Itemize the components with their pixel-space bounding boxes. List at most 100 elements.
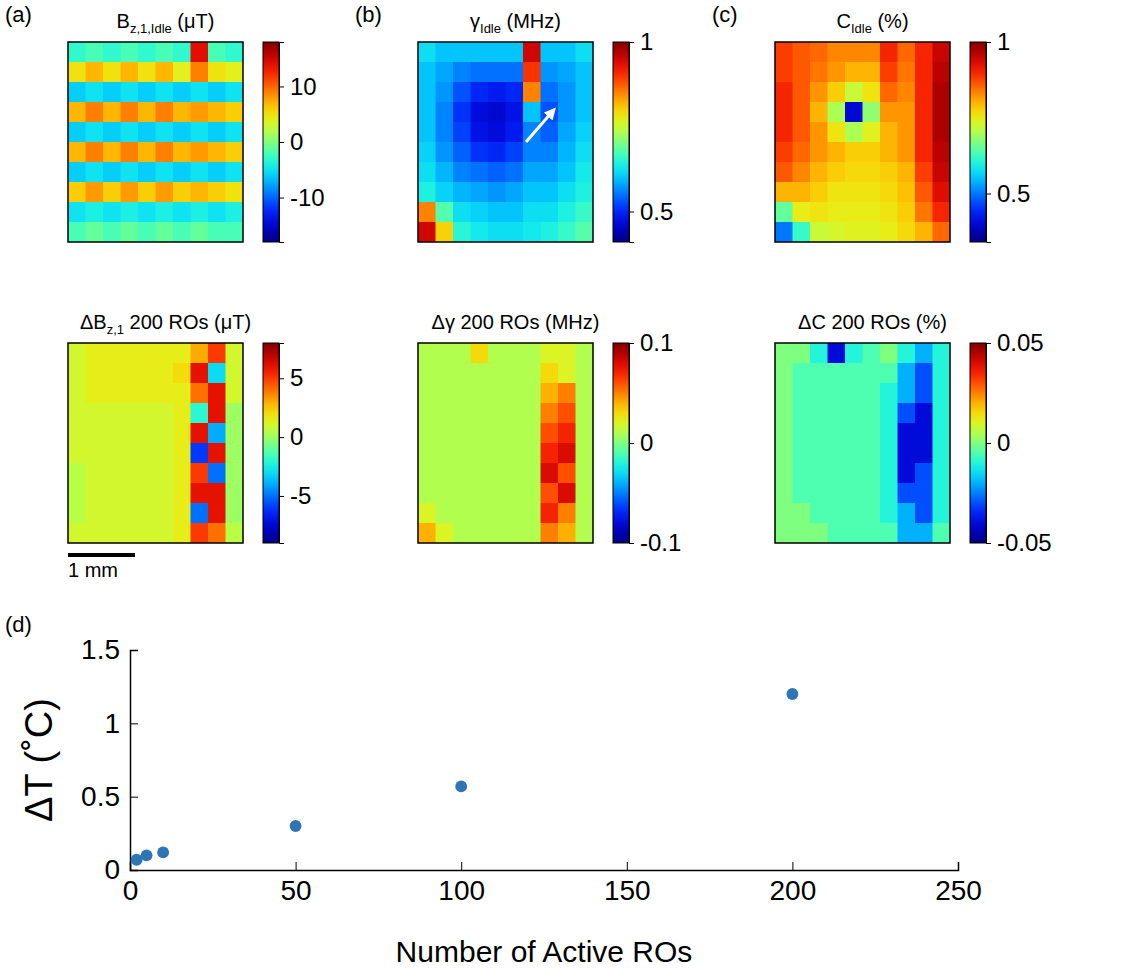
heat-cell	[576, 523, 594, 543]
heat-cell	[191, 483, 209, 504]
heat-cell	[810, 142, 828, 163]
heat-cell	[933, 142, 951, 163]
heat-cell	[208, 463, 226, 484]
x-axis-title: Number of Active ROs	[396, 935, 693, 968]
heat-cell	[471, 483, 489, 504]
heat-cell	[471, 383, 489, 404]
colorbar	[613, 42, 629, 242]
heat-cell	[173, 423, 191, 444]
heat-cell	[103, 463, 121, 484]
heat-cell	[436, 463, 454, 484]
heat-cell	[915, 42, 933, 63]
x-tick-mark	[296, 862, 297, 870]
y-tick: 0.5	[81, 781, 138, 812]
image-frame	[68, 343, 243, 543]
data-point	[786, 688, 798, 700]
heat-cell	[880, 523, 898, 543]
y-axis-line	[131, 651, 139, 871]
heat-cell	[103, 483, 121, 504]
heat-cell	[173, 523, 191, 543]
colorbar-tick-mark	[629, 211, 634, 212]
colorbar-tick-label: 0	[290, 128, 303, 155]
heat-cell	[828, 403, 846, 424]
heat-cell	[523, 182, 541, 203]
heat-cell	[488, 483, 506, 504]
colorbar-tick-mark	[629, 443, 634, 444]
colorbar-tick-label: 0	[997, 429, 1010, 456]
heatmap-panel: -505ΔBz,1 200 ROs (μT)1 mm	[68, 311, 311, 581]
heat-cell	[506, 162, 524, 183]
heat-cell	[86, 62, 104, 83]
title-text: ΔC 200 ROs (%)	[798, 311, 947, 333]
heat-cell	[453, 202, 471, 223]
heat-cell	[436, 62, 454, 83]
heat-cell	[226, 523, 244, 543]
heat-cell	[488, 62, 506, 83]
colorbar-tick: -0.1	[629, 529, 681, 556]
heat-cell	[523, 122, 541, 143]
colorbar-axis-line	[280, 344, 285, 544]
heat-cell	[68, 222, 86, 242]
heatmap-panel: 0.51CIdle (%)(c)	[712, 2, 1030, 243]
heat-cell	[156, 383, 174, 404]
colorbar-axis: -0.0500.05	[986, 329, 1052, 556]
heat-cell	[898, 383, 916, 404]
heat-cell	[86, 222, 104, 242]
heat-cell	[558, 383, 576, 404]
title-text: B	[117, 10, 130, 32]
heat-cell	[226, 82, 244, 103]
heat-cell	[488, 403, 506, 424]
scale-bar	[68, 553, 135, 557]
heat-cell	[86, 423, 104, 444]
colorbar-tick-mark	[279, 496, 284, 497]
heat-cell	[898, 182, 916, 203]
heat-cell	[208, 443, 226, 464]
heat-cell	[226, 42, 244, 63]
heat-cell	[845, 463, 863, 484]
y-tick-mark	[130, 797, 138, 798]
y-axis: 00.511.5	[81, 634, 138, 885]
heat-cell	[121, 343, 139, 364]
heat-cell	[86, 162, 104, 183]
heatmap-panel: -10010Bz,1,Idle (μT)(a)	[5, 2, 325, 243]
heat-cell	[506, 142, 524, 163]
heat-cell	[191, 523, 209, 543]
heat-cell	[898, 202, 916, 223]
heat-cell	[208, 182, 226, 203]
heat-cell	[453, 222, 471, 242]
heat-cell	[933, 483, 951, 504]
heat-cell	[576, 202, 594, 223]
heat-cell	[845, 222, 863, 242]
heat-cell	[880, 122, 898, 143]
heat-cell	[156, 423, 174, 444]
heat-cell	[810, 82, 828, 103]
heat-cell	[810, 523, 828, 543]
heat-cell	[558, 82, 576, 103]
heat-cell	[558, 202, 576, 223]
heat-cell	[103, 202, 121, 223]
heat-cell	[226, 142, 244, 163]
heat-cell	[226, 122, 244, 143]
heat-cell	[488, 42, 506, 63]
heat-cell	[418, 383, 436, 404]
heat-cell	[915, 403, 933, 424]
heat-cell	[488, 222, 506, 242]
heat-cell	[191, 463, 209, 484]
heat-cell	[173, 343, 191, 364]
heat-cell	[576, 122, 594, 143]
heat-cell	[121, 222, 139, 242]
title-text: C	[836, 10, 850, 32]
heat-cell	[845, 383, 863, 404]
heat-cell	[828, 102, 846, 123]
heat-cell	[86, 42, 104, 63]
heat-cell	[506, 523, 524, 543]
heat-cell	[173, 42, 191, 63]
heat-cell	[103, 343, 121, 364]
heat-cell	[173, 443, 191, 464]
heat-cell	[828, 443, 846, 464]
heat-cell	[506, 403, 524, 424]
heat-cell	[208, 62, 226, 83]
heat-cell	[436, 423, 454, 444]
heat-cell	[453, 403, 471, 424]
heat-cell	[436, 483, 454, 504]
